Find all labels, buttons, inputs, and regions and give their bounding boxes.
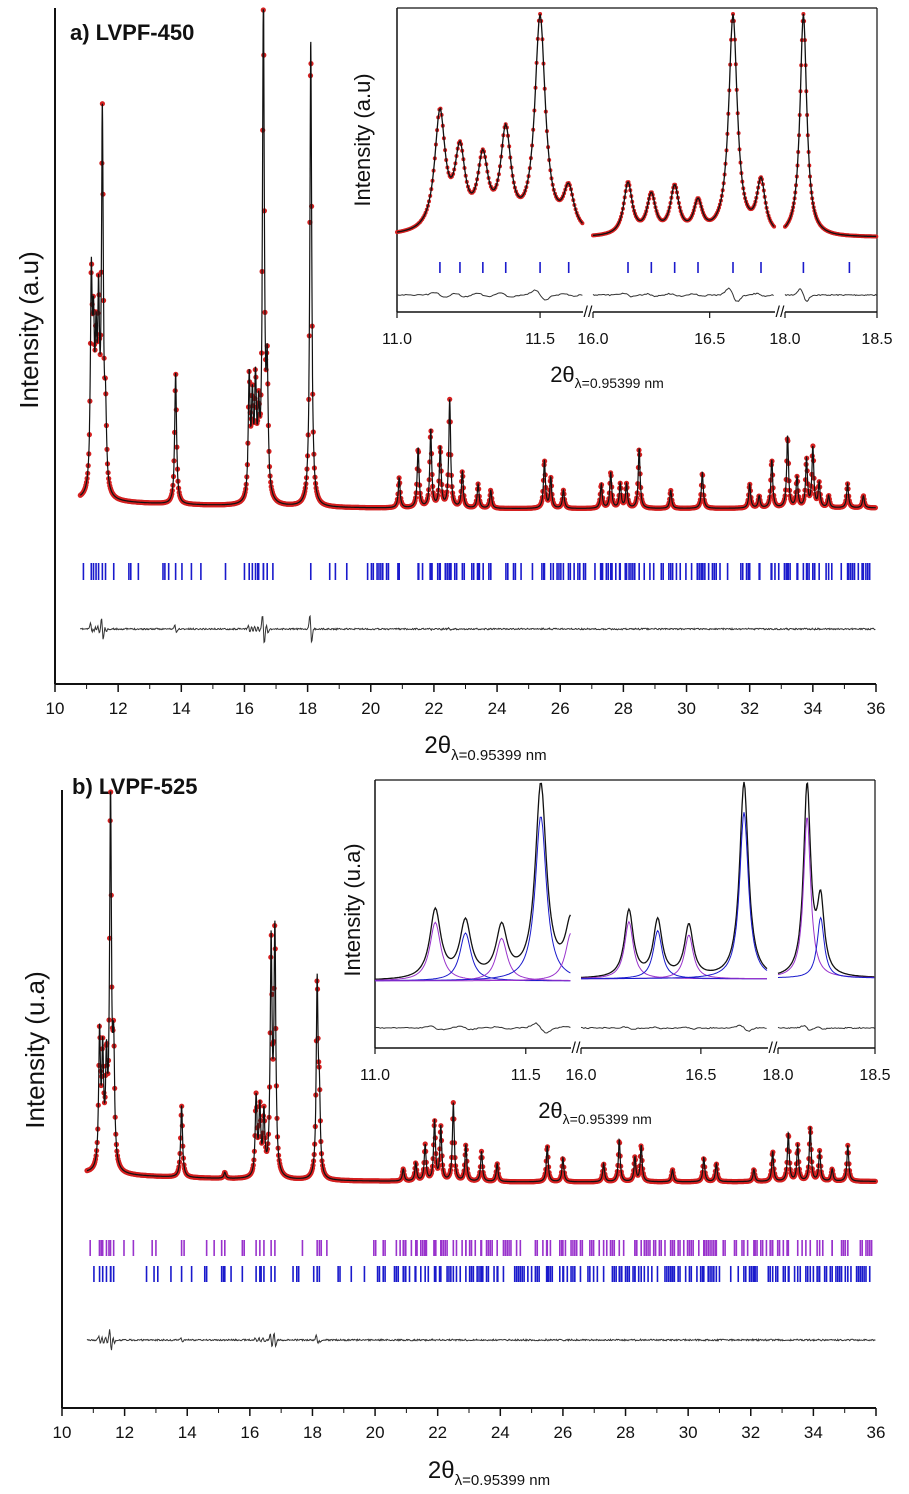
x-tick-label: 30 bbox=[679, 1423, 698, 1442]
x-tick-label: 24 bbox=[488, 699, 507, 718]
x-tick-label: 22 bbox=[428, 1423, 447, 1442]
x-axis-label-main: 2θ bbox=[424, 732, 451, 759]
inset: 11.0 11.5 // 16.0 16.5 // 18.0 18.5 Intensity (u… bbox=[340, 779, 891, 1127]
inset-x-tick-label: 18.5 bbox=[861, 331, 892, 348]
axis-break-mark: // bbox=[572, 1040, 581, 1057]
axis-break-mark: // bbox=[584, 304, 593, 321]
inset-background bbox=[375, 780, 875, 1048]
x-tick-label: 14 bbox=[178, 1423, 197, 1442]
x-tick-label: 20 bbox=[361, 699, 380, 718]
x-tick-label: 26 bbox=[551, 699, 570, 718]
y-axis-label: Intensity (a.u) bbox=[14, 251, 44, 409]
inset-x-tick-label: 18.5 bbox=[859, 1067, 890, 1084]
inset-x-tick-label: 16.0 bbox=[565, 1067, 596, 1084]
x-tick-label: 22 bbox=[424, 699, 443, 718]
x-tick-label: 32 bbox=[740, 699, 759, 718]
x-tick-label: 18 bbox=[303, 1423, 322, 1442]
difference-series bbox=[79, 614, 876, 644]
x-tick-label: 26 bbox=[553, 1423, 572, 1442]
inset-x-tick-label: 11.0 bbox=[382, 331, 412, 348]
inset-x-axis-label-main: 2θ bbox=[538, 1098, 562, 1123]
inset-x-axis-label: 2θλ=0.95399 nm bbox=[550, 362, 664, 391]
y-axis-label: Intensity (u.a) bbox=[20, 971, 50, 1129]
inset-x-axis-label-sub: λ=0.95399 nm bbox=[563, 1111, 652, 1127]
inset-x-axis-label-main: 2θ bbox=[550, 362, 574, 387]
x-axis-label: 2θλ=0.95399 nm bbox=[424, 732, 546, 764]
x-tick-label: 10 bbox=[53, 1423, 72, 1442]
x-tick-label: 28 bbox=[614, 699, 633, 718]
calculated-series bbox=[79, 9, 876, 509]
inset-x-axis-label: 2θλ=0.95399 nm bbox=[538, 1098, 652, 1127]
x-axis-label-sub: λ=0.95399 nm bbox=[451, 747, 547, 764]
x-tick-label: 12 bbox=[109, 699, 128, 718]
x-tick-label: 18 bbox=[298, 699, 317, 718]
inset: 11.0 11.5 // 16.0 16.5 // 18.0 18.5 Intensity (a… bbox=[350, 7, 893, 391]
inset-x-tick-label: 16.5 bbox=[685, 1067, 716, 1084]
inset-x-axis-label-sub: λ=0.95399 nm bbox=[575, 375, 664, 391]
x-axis-label-sub: λ=0.95399 nm bbox=[455, 1472, 551, 1489]
inset-x-tick-label: 11.0 bbox=[360, 1067, 390, 1084]
bragg-row bbox=[82, 563, 871, 580]
x-tick-label: 10 bbox=[46, 699, 65, 718]
panel-title: b) LVPF-525 bbox=[72, 774, 198, 799]
bragg-row bbox=[89, 1240, 873, 1256]
x-tick-label: 24 bbox=[491, 1423, 510, 1442]
axis-break-mark: // bbox=[776, 304, 785, 321]
inset-x-tick-label: 16.0 bbox=[577, 331, 608, 348]
difference-series bbox=[86, 1329, 876, 1351]
x-tick-label: 36 bbox=[867, 1423, 886, 1442]
panel-b: 10 12 14 16 18 20 22 24 26 28 30 32 34 36 b) LVPF-525 I… bbox=[20, 774, 891, 1489]
x-tick-label: 20 bbox=[366, 1423, 385, 1442]
x-tick-label: 16 bbox=[240, 1423, 259, 1442]
inset-x-tick-label: 16.5 bbox=[694, 331, 725, 348]
x-tick-label: 34 bbox=[803, 699, 822, 718]
inset-x-tick-label: 11.5 bbox=[511, 1067, 541, 1084]
x-axis-label: 2θλ=0.95399 nm bbox=[428, 1457, 550, 1489]
inset-x-tick-label: 18.0 bbox=[762, 1067, 793, 1084]
x-tick-label: 32 bbox=[741, 1423, 760, 1442]
inset-x-tick-label: 18.0 bbox=[769, 331, 800, 348]
x-tick-label: 28 bbox=[616, 1423, 635, 1442]
axis-break-mark: // bbox=[769, 1040, 778, 1057]
panel-title: a) LVPF-450 bbox=[70, 20, 194, 45]
panel-a: 10 12 14 16 18 20 22 24 26 28 30 32 34 36 a) LVPF-450 I… bbox=[14, 7, 893, 764]
x-tick-label: 16 bbox=[235, 699, 254, 718]
inset-y-axis-label: Intensity (a.u) bbox=[350, 73, 375, 206]
x-tick-label: 12 bbox=[115, 1423, 134, 1442]
x-tick-label: 14 bbox=[172, 699, 191, 718]
x-tick-label: 36 bbox=[867, 699, 886, 718]
x-axis-label-main: 2θ bbox=[428, 1457, 455, 1484]
x-tick-label: 30 bbox=[677, 699, 696, 718]
inset-x-tick-label: 11.5 bbox=[525, 331, 555, 348]
x-tick-label: 34 bbox=[804, 1423, 823, 1442]
bragg-row bbox=[93, 1266, 871, 1282]
inset-y-axis-label: Intensity (u.a) bbox=[340, 843, 365, 976]
